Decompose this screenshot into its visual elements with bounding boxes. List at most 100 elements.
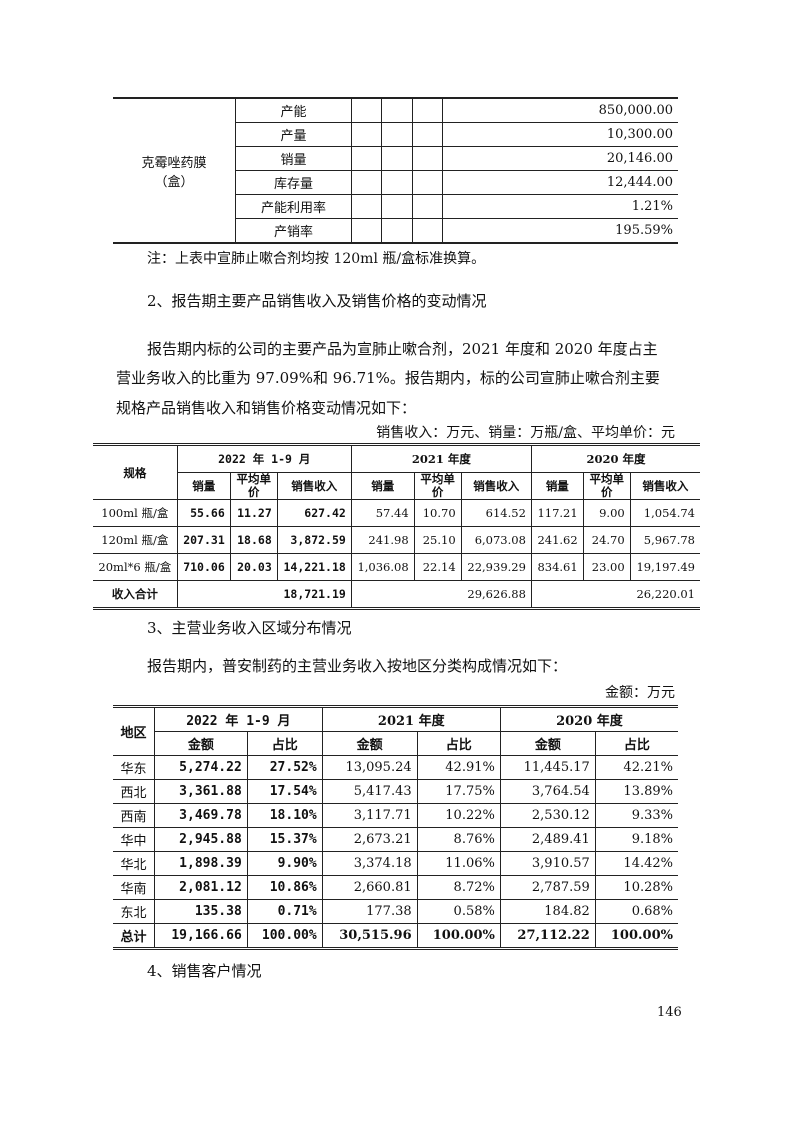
empty-cell xyxy=(381,122,413,147)
table-cell: 2,081.12 xyxy=(154,875,248,900)
table-cell: 24.70 xyxy=(582,526,631,554)
table-cell: 23.00 xyxy=(582,553,631,581)
capacity-table: 克霉唑药膜 （盒） 产能 850,000.00 产量 10,300.00 销量 20,146.… xyxy=(113,97,678,244)
table-cell: 27,112.22 xyxy=(499,923,596,949)
table-cell: 10.22% xyxy=(416,803,501,828)
table-cell: 销量 xyxy=(530,472,584,500)
unit-note-2: 销售收入：万元、销量：万瓶/盒、平均单价：元 xyxy=(376,425,675,441)
table-cell: 9.33% xyxy=(594,803,678,828)
empty-cell xyxy=(381,146,413,171)
table-cell: 55.66 xyxy=(176,499,231,527)
table-cell: 8.72% xyxy=(416,875,501,900)
table-cell: 华中 xyxy=(113,827,156,852)
table-cell: 5,967.78 xyxy=(629,526,700,554)
table-cell: 2020 年度 xyxy=(530,444,700,473)
table-cell: 0.58% xyxy=(416,899,501,924)
table-cell: 规格 xyxy=(93,444,178,500)
table-cell: 14.42% xyxy=(594,851,678,876)
table-cell: 29,626.88 xyxy=(350,580,532,609)
table-cell: 25.10 xyxy=(413,526,462,554)
table-cell: 834.61 xyxy=(530,553,584,581)
table-cell: 销售收入 xyxy=(629,472,700,500)
table-cell: 10.70 xyxy=(413,499,462,527)
table-cell: 收入合计 xyxy=(93,580,178,609)
table-cell: 1,054.74 xyxy=(629,499,700,527)
table-cell: 120ml 瓶/盒 xyxy=(93,526,178,554)
table-cell: 2021 年度 xyxy=(321,706,501,732)
table-row: 华东 5,274.22 27.52% 13,095.24 42.91% 11,445.17… xyxy=(113,755,678,780)
table-cell: 18,721.19 xyxy=(176,580,352,609)
unit-note-3: 金额：万元 xyxy=(605,685,675,701)
table-cell: 销售收入 xyxy=(460,472,532,500)
empty-cell xyxy=(350,194,383,219)
table-cell: 1.21% xyxy=(442,194,678,219)
empty-cell xyxy=(381,218,413,244)
table-cell: 850,000.00 xyxy=(442,97,678,123)
table-cell: 10.86% xyxy=(246,875,323,900)
table-cell: 0.68% xyxy=(594,899,678,924)
table-cell: 金额 xyxy=(321,731,418,756)
table-row: 西北 3,361.88 17.54% 5,417.43 17.75% 3,764.54 13… xyxy=(113,779,678,804)
table-cell: 27.52% xyxy=(246,755,323,780)
table-cell: 2020 年度 xyxy=(499,706,678,732)
table-row: 100ml 瓶/盒 55.66 11.27 627.42 57.44 10.70 614.5… xyxy=(93,499,700,527)
table-cell: 11,445.17 xyxy=(499,755,596,780)
table-row: 产量 10,300.00 xyxy=(113,122,678,147)
table-cell: 2,530.12 xyxy=(499,803,596,828)
table-cell: 11.27 xyxy=(229,499,278,527)
page-number: 146 xyxy=(657,1005,682,1020)
empty-cell xyxy=(411,218,444,244)
table-cell: 30,515.96 xyxy=(321,923,418,949)
table-cell: 5,274.22 xyxy=(154,755,248,780)
table-cell: 18.68 xyxy=(229,526,278,554)
subheader-row: 销量 平均单价 销售收入 销量 平均单价 销售收入 销量 平均单价 销售收入 xyxy=(93,472,700,500)
table-cell: 华南 xyxy=(113,875,156,900)
empty-cell xyxy=(350,146,383,171)
table-cell: 地区 xyxy=(113,706,156,756)
table-cell: 产销率 xyxy=(235,218,352,244)
table-cell: 平均单价 xyxy=(582,472,631,500)
paragraph-2: 报告期内标的公司的主要产品为宣肺止嗽合剂，2021 年度和 2020 年度占主 xyxy=(147,334,658,365)
table-cell: 241.98 xyxy=(350,526,415,554)
table-cell: 销量 xyxy=(350,472,415,500)
table-cell: 9.00 xyxy=(582,499,631,527)
table-cell: 17.54% xyxy=(246,779,323,804)
table-cell: 14,221.18 xyxy=(276,553,352,581)
empty-cell xyxy=(411,97,444,123)
table-cell: 产能 xyxy=(235,97,352,123)
region-table: 地区 2022 年 1-9 月 2021 年度 2020 年度 金额 占比 金额 占比 金额 占比… xyxy=(113,705,678,950)
table-row: 东北 135.38 0.71% 177.38 0.58% 184.82 0.68% xyxy=(113,899,678,924)
product-unit: （盒） xyxy=(154,174,194,190)
table-row: 华南 2,081.12 10.86% 2,660.81 8.72% 2,787.59 10.… xyxy=(113,875,678,900)
table-cell: 3,117.71 xyxy=(321,803,418,828)
table-cell: 金额 xyxy=(499,731,596,756)
table-cell: 13.89% xyxy=(594,779,678,804)
sales-table: 规格 2022 年 1-9 月 2021 年度 2020 年度 销量 平均单价 销售收入 销量… xyxy=(93,443,700,610)
table-cell: 2,945.88 xyxy=(154,827,248,852)
table-row: 销量 20,146.00 xyxy=(113,146,678,171)
table-cell: 42.21% xyxy=(594,755,678,780)
paragraph-line: 营业务收入的比重为 97.09%和 96.71%。报告期内，标的公司宣肺止嗽合剂… xyxy=(116,369,660,387)
empty-cell xyxy=(411,170,444,195)
product-label: 克霉唑药膜 xyxy=(141,155,207,171)
table-cell: 西南 xyxy=(113,803,156,828)
table-cell: 3,872.59 xyxy=(276,526,352,554)
table-row: 产能利用率 1.21% xyxy=(113,194,678,219)
table-cell: 占比 xyxy=(416,731,501,756)
empty-cell xyxy=(350,218,383,244)
table-cell: 产能利用率 xyxy=(235,194,352,219)
table-cell: 平均单价 xyxy=(229,472,278,500)
table-cell: 2021 年度 xyxy=(350,444,532,473)
table-cell: 18.10% xyxy=(246,803,323,828)
table-row: 20ml*6 瓶/盒 710.06 20.03 14,221.18 1,036.08 22… xyxy=(93,553,700,581)
table-cell: 207.31 xyxy=(176,526,231,554)
table-cell: 9.90% xyxy=(246,851,323,876)
empty-cell xyxy=(350,122,383,147)
table-cell: 22.14 xyxy=(413,553,462,581)
section-heading-4: 4、销售客户情况 xyxy=(147,962,262,980)
table-cell: 2,673.21 xyxy=(321,827,418,852)
empty-cell xyxy=(350,170,383,195)
table-cell: 57.44 xyxy=(350,499,415,527)
table-cell: 2,660.81 xyxy=(321,875,418,900)
